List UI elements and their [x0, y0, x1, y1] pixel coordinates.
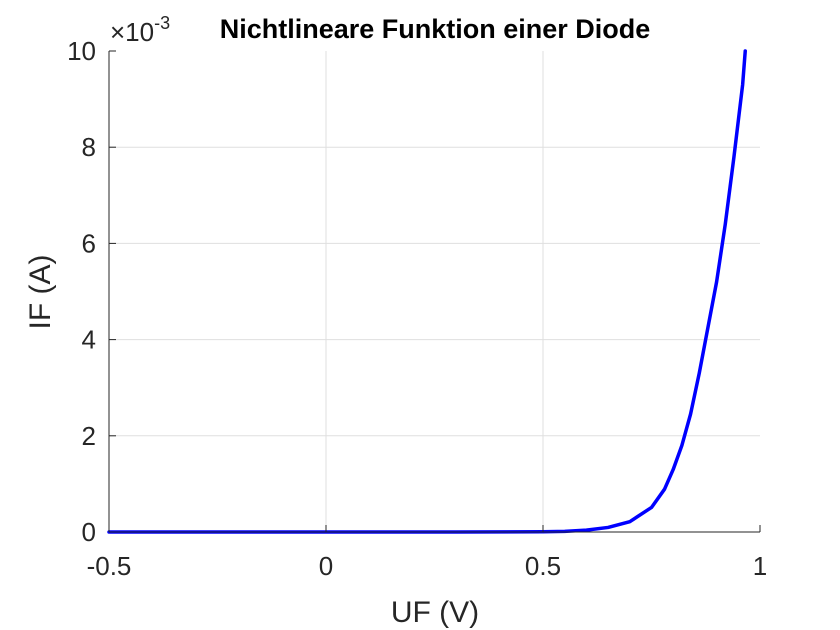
y-exponent-base: ×10	[110, 17, 154, 47]
grid	[109, 51, 760, 532]
x-tick-label: 0	[319, 551, 333, 581]
x-axis-label: UF (V)	[391, 596, 479, 629]
chart-title: Nichtlineare Funktion einer Diode	[220, 14, 651, 44]
axes	[108, 50, 761, 533]
y-tick-label: 2	[82, 421, 96, 451]
y-exponent-power: -3	[154, 13, 170, 33]
y-exponent-label: ×10-3	[110, 13, 170, 47]
series-line	[107, 49, 747, 534]
y-tick-label: 10	[67, 36, 96, 66]
x-tick-label: 0.5	[525, 551, 561, 581]
series-line-group	[107, 49, 747, 534]
y-tick-label: 6	[82, 228, 96, 258]
y-tick-label: 4	[82, 325, 96, 355]
y-axis-label: IF (A)	[24, 255, 57, 330]
x-tick-label: 1	[753, 551, 767, 581]
x-tick-label: -0.5	[87, 551, 132, 581]
y-tick-label: 0	[82, 517, 96, 547]
y-tick-label: 8	[82, 132, 96, 162]
